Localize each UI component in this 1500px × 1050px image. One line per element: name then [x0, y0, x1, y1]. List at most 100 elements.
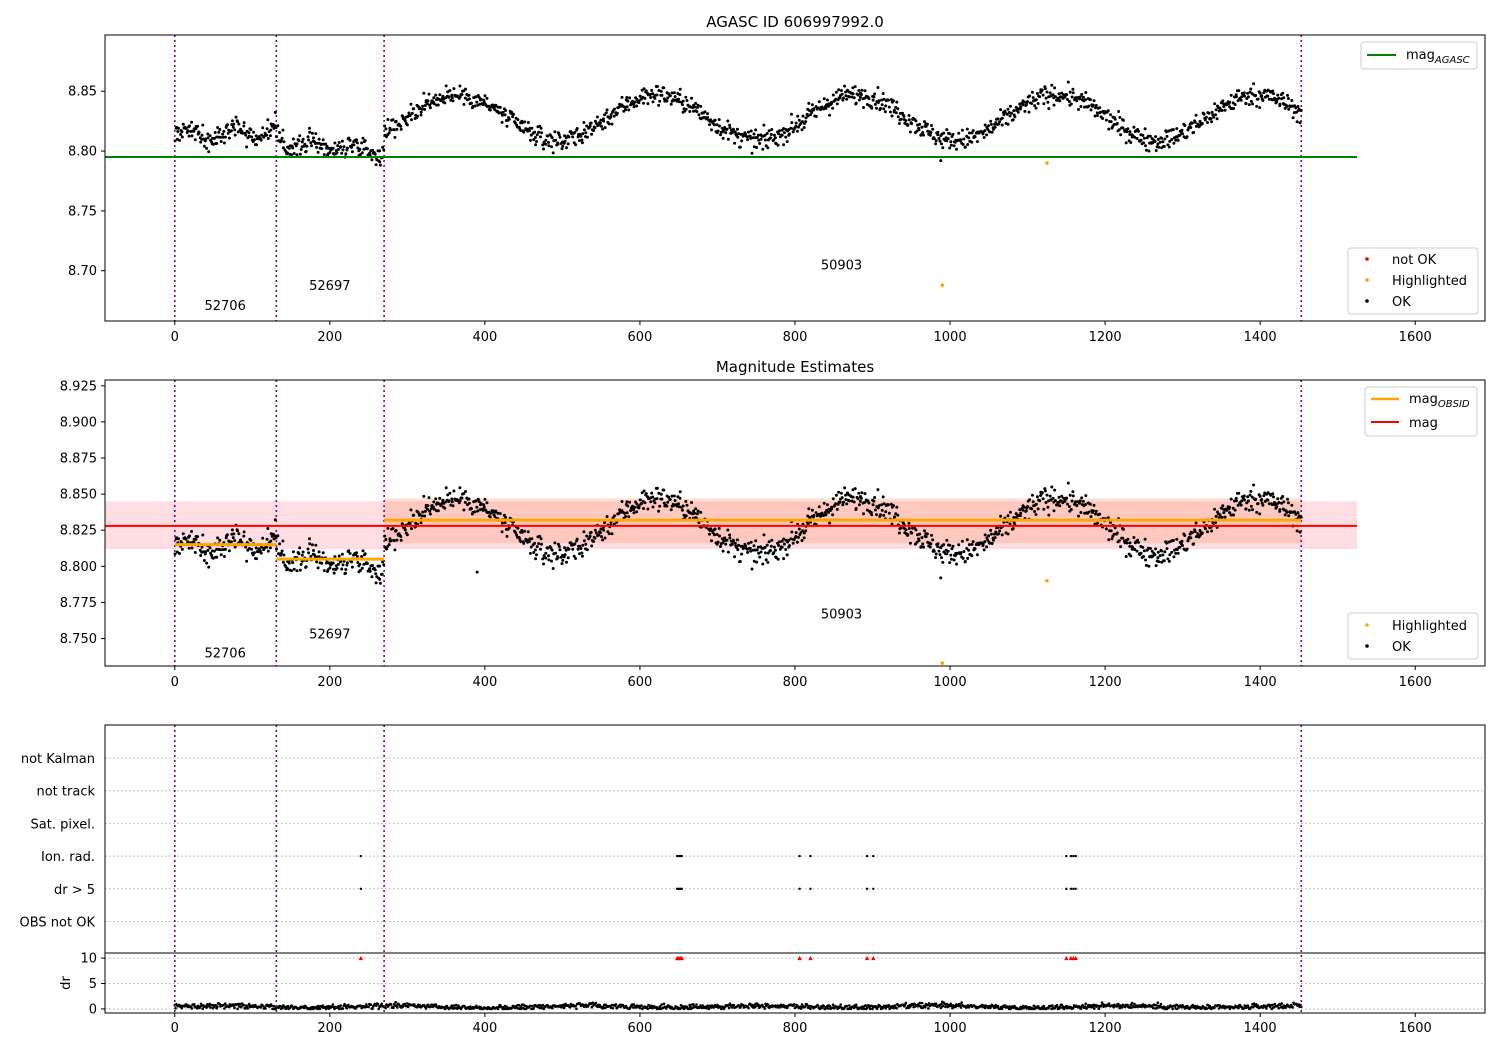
data-point — [1036, 102, 1040, 105]
data-point — [370, 575, 374, 579]
data-point — [250, 135, 254, 139]
x-tick-label: 1200 — [1089, 1021, 1122, 1036]
data-point — [1109, 521, 1112, 524]
data-point — [632, 508, 636, 512]
data-point — [309, 141, 313, 145]
data-point — [644, 492, 648, 496]
data-point — [1256, 97, 1260, 101]
data-point — [386, 118, 390, 121]
data-point — [766, 146, 770, 150]
data-point — [585, 534, 589, 538]
data-point — [173, 139, 177, 143]
data-point — [617, 512, 621, 516]
data-point — [657, 103, 661, 107]
data-point — [589, 121, 593, 125]
data-point — [907, 521, 911, 525]
data-point — [1156, 550, 1160, 554]
flags-plot-area — [105, 725, 1485, 1013]
flag-row-label: Ion. rad. — [41, 850, 95, 865]
dr-point — [1155, 1003, 1158, 1007]
data-point — [316, 566, 320, 570]
data-point — [1128, 130, 1132, 134]
data-point — [1079, 511, 1083, 514]
data-point — [328, 151, 332, 154]
data-point — [1148, 547, 1152, 550]
data-point — [1040, 88, 1044, 92]
panel1-legend-top: magAGASC — [1360, 41, 1478, 70]
data-point — [1077, 108, 1080, 111]
dr-point — [692, 1003, 695, 1006]
data-point — [1162, 145, 1166, 148]
data-point — [1163, 550, 1167, 554]
data-point — [304, 565, 308, 569]
data-point — [1193, 530, 1197, 534]
data-point — [429, 507, 433, 511]
data-point — [386, 526, 390, 530]
data-point — [1229, 497, 1233, 501]
data-point — [378, 577, 382, 581]
dr-point — [831, 1003, 835, 1006]
x-tick-label: 200 — [317, 1021, 342, 1036]
data-point — [1180, 539, 1184, 543]
data-point — [392, 539, 396, 543]
data-point — [785, 553, 789, 557]
data-point — [1190, 531, 1194, 535]
data-point — [287, 146, 291, 150]
data-point — [221, 132, 225, 136]
dr-point — [468, 1005, 472, 1008]
data-point — [747, 541, 750, 545]
data-point — [773, 548, 777, 552]
data-point — [761, 562, 765, 566]
data-point — [201, 123, 205, 127]
data-point — [904, 528, 908, 532]
data-point — [602, 528, 606, 532]
data-point — [925, 122, 929, 126]
data-point — [450, 96, 454, 100]
dr-point — [927, 1007, 930, 1010]
data-point — [173, 552, 177, 556]
data-point — [892, 99, 895, 103]
data-point — [1255, 104, 1259, 108]
data-point — [678, 87, 682, 91]
y-tick-label: 8.70 — [68, 264, 97, 279]
data-point — [503, 521, 507, 525]
data-point — [653, 501, 657, 505]
data-point — [851, 86, 855, 90]
data-point — [989, 532, 993, 536]
data-point — [394, 529, 398, 532]
data-point — [432, 102, 436, 106]
data-point — [651, 505, 655, 509]
dr-flagged-marker — [1064, 955, 1069, 961]
data-point — [951, 132, 955, 136]
dr-point — [839, 1003, 842, 1006]
data-point — [1214, 108, 1218, 112]
dr-point — [1060, 1003, 1063, 1007]
data-point — [769, 133, 773, 136]
data-point — [539, 126, 543, 130]
data-point — [934, 552, 938, 556]
data-point — [428, 103, 432, 107]
data-point — [1098, 512, 1102, 516]
data-point — [710, 128, 713, 132]
data-point — [1073, 96, 1077, 100]
data-point — [1203, 527, 1207, 531]
data-point — [1109, 113, 1112, 117]
data-point — [804, 116, 808, 120]
panel2-axes: 0 200 400 600 800 1000 1200 1400 16008.7508.7758… — [60, 379, 1432, 690]
data-point — [331, 146, 335, 150]
data-point — [194, 127, 198, 131]
dr-point — [259, 1006, 263, 1009]
data-point — [498, 105, 502, 109]
data-point — [695, 110, 699, 114]
data-point — [558, 135, 562, 139]
data-point — [887, 98, 890, 102]
data-point — [785, 140, 789, 144]
data-point — [1220, 109, 1224, 112]
data-point — [998, 120, 1002, 124]
highlighted-point — [1045, 161, 1049, 165]
y-tick-label: 8.750 — [60, 632, 97, 647]
data-point — [219, 135, 223, 139]
data-point — [389, 128, 393, 132]
data-point — [276, 124, 280, 128]
